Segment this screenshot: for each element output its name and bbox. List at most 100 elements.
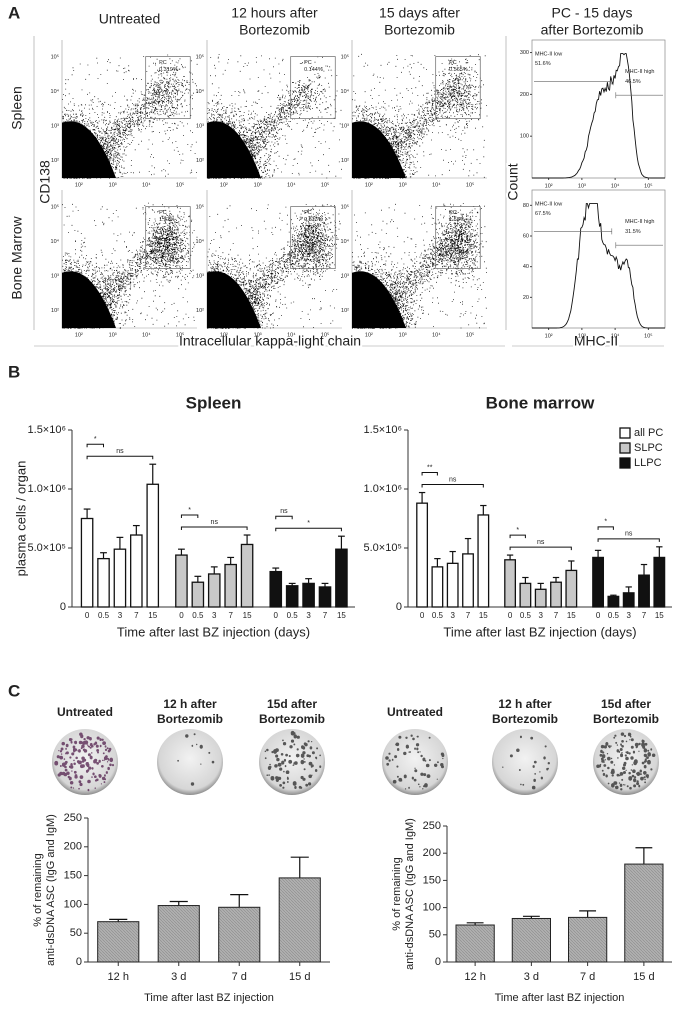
significance-label: ns [280,508,288,515]
y-tick-label: 10³ [51,124,59,130]
plot-frame [531,189,666,329]
significance-label: ** [427,464,433,471]
x-tick-label: 10² [365,332,373,338]
gate-value: 1.37% [159,217,175,223]
bar [318,586,332,608]
gate-value: 51.6% [535,61,551,67]
significance-label: ns [211,519,219,526]
y-tick-label: 20 [523,295,529,301]
x-tick-label: 10⁴ [142,181,151,188]
x-tick-label: 3 [212,611,217,620]
y-tick-label: 10² [341,158,349,164]
significance-bracket [597,538,660,542]
bar [130,534,143,608]
bar [653,556,666,608]
chart-title: Spleen [186,393,242,412]
x-tick-label: 10⁵ [644,182,652,189]
x-tick-label: 3 d [171,971,186,983]
x-tick-label: 10² [220,332,228,338]
bar [550,581,562,608]
x-tick-label: 10⁵ [176,331,184,338]
significance-label: * [307,520,310,527]
x-tick-label: 3 [538,611,543,620]
significance-bracket [421,484,484,488]
bar [157,905,200,963]
bar [416,502,429,608]
x-tick-label: 15 [479,611,488,620]
y-tick-label: 10⁴ [341,88,350,95]
well-label: Bortezomib [593,712,659,726]
bar [568,916,608,963]
y-tick-label: 10⁵ [196,204,204,211]
y-tick-label: 10⁴ [51,238,60,245]
y-tick-label: 50 [429,929,441,941]
legend-swatch [619,457,631,469]
gate-label: PC [304,60,312,66]
x-tick-label: 7 [642,611,647,620]
well-label: Bortezomib [157,712,223,726]
column-title: PC - 15 days [552,5,633,21]
significance-label: ns [625,531,633,538]
chart-title: Bone marrow [486,393,595,412]
x-tick-label: 12 h [108,971,129,983]
y-tick-label: 10² [196,308,204,314]
x-tick-label: 10³ [578,183,586,189]
x-tick-label: 0 [274,611,279,620]
bar [302,582,315,608]
x-tick-label: 10² [545,333,553,339]
well-label: 15d after [601,697,651,711]
y-tick-label: 10³ [51,274,59,280]
y-tick-label: 10⁴ [196,238,205,245]
gate-value: 46.5% [625,79,641,85]
x-tick-label: 10³ [254,332,262,338]
legend-label: SLPC [634,442,663,454]
row-label: Spleen [9,86,25,130]
gate-bracket [534,228,613,235]
y-tick-label: 10⁴ [196,88,205,95]
gate-label: MHC-II low [535,51,562,57]
y-tick-label: 10⁵ [51,54,59,61]
bar [335,548,348,608]
x-tick-label: 0.5 [432,611,444,620]
x-tick-label: 7 [228,611,233,620]
y-tick-label: 200 [520,92,529,98]
gate [435,56,481,120]
bar [592,556,605,608]
x-axis-label: Intracellular kappa-light chain [179,333,361,349]
well-spots [264,730,322,789]
panel-label: B [8,362,20,381]
gate [145,56,191,120]
column-title: Bortezomib [239,22,310,38]
x-tick-label: 15 [567,611,576,620]
x-tick-label: 3 [450,611,455,620]
y-axis-label: CD138 [37,160,53,204]
gate-label: MHC-II high [625,69,654,75]
x-tick-label: 7 d [580,971,595,983]
bar [80,517,94,608]
x-tick-label: 7 [134,611,139,620]
row-label: Bone Marrow [9,215,25,299]
significance-label: ns [116,448,124,455]
y-tick-label: 40 [523,264,529,270]
bar [224,563,237,608]
y-tick-label: 1.5×10⁶ [28,424,66,436]
x-tick-label: 0.5 [98,611,110,620]
x-tick-label: 10³ [399,332,407,338]
gate [435,206,481,270]
significance-label: * [188,507,191,514]
legend-label: all PC [634,427,663,439]
legend-swatch [619,427,631,439]
x-tick-label: 3 d [524,971,539,983]
bar [269,570,283,608]
well-spots [385,734,445,790]
x-tick-label: 10⁵ [321,181,329,188]
bar [477,514,490,608]
x-tick-label: 10⁵ [466,181,474,188]
x-tick-label: 3 [626,611,631,620]
y-axis-label: % of remaining [32,853,44,926]
gate-label: PC [449,60,457,66]
bar [622,592,635,608]
y-tick-label: 0 [435,956,441,968]
x-tick-label: 10⁴ [432,181,441,188]
